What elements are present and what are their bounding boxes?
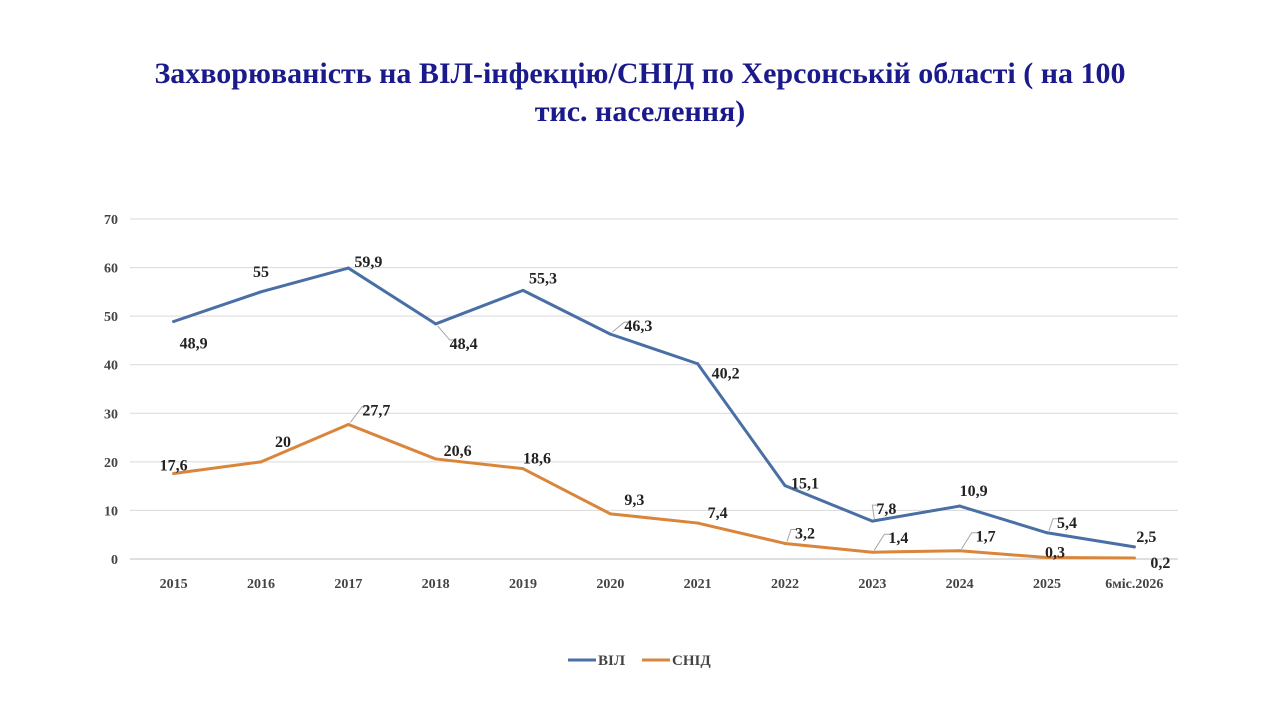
data-label: 55 <box>253 264 269 281</box>
x-tick-label: 2023 <box>858 577 886 592</box>
data-point <box>783 541 787 545</box>
label-leader-line <box>871 504 879 520</box>
y-tick-label: 0 <box>111 553 118 568</box>
x-tick-label: 2024 <box>946 577 974 592</box>
data-point <box>259 460 263 464</box>
data-label: 7,4 <box>708 505 728 522</box>
chart-title-line-2: тис. населення) <box>534 95 746 128</box>
data-label: 5,4 <box>1057 515 1077 532</box>
data-point <box>346 422 350 426</box>
data-label: 20,6 <box>444 443 472 460</box>
y-tick-label: 30 <box>104 407 118 422</box>
x-axis: 2015 2016 2017 2018 2019 2020 2021 2022 2023 2024… <box>160 577 1164 592</box>
data-label: 55,3 <box>529 270 557 287</box>
y-tick-label: 70 <box>104 213 118 228</box>
data-point <box>434 322 438 326</box>
data-label: 20 <box>275 434 291 451</box>
legend-label-snid: СНІД <box>672 653 711 669</box>
data-point <box>783 484 787 488</box>
data-point <box>1045 556 1049 560</box>
data-label: 10,9 <box>960 483 988 500</box>
data-label: 59,9 <box>354 254 382 271</box>
label-leader-line <box>612 321 631 333</box>
label-leader-line <box>786 528 797 542</box>
label-leader-line <box>349 405 369 423</box>
data-point <box>696 521 700 525</box>
data-labels: 48,9 55 59,9 48,4 55,3 46,3 40,2 15,1 7,8 10,9 5,4… <box>160 254 1171 572</box>
chart-title: Захворюваність на ВІЛ-інфекцію/СНІД по Х… <box>0 55 1280 131</box>
data-point <box>521 467 525 471</box>
x-tick-label: 2019 <box>509 577 537 592</box>
chart-title-line-1: Захворюваність на ВІЛ-інфекцію/СНІД по Х… <box>154 57 1126 90</box>
y-tick-label: 10 <box>104 504 118 519</box>
x-tick-label: 2021 <box>684 577 712 592</box>
data-label: 27,7 <box>362 402 390 419</box>
data-label: 1,7 <box>976 529 996 546</box>
y-tick-label: 20 <box>104 456 118 471</box>
y-tick-label: 40 <box>104 359 118 374</box>
data-point <box>870 550 874 554</box>
y-tick-label: 60 <box>104 262 118 277</box>
x-tick-label: 2015 <box>160 577 188 592</box>
y-tick-label: 50 <box>104 310 118 325</box>
x-tick-label: 2020 <box>596 577 624 592</box>
series-line-vil <box>172 266 1136 549</box>
data-point <box>870 519 874 523</box>
data-point <box>958 549 962 553</box>
legend: ВІЛ СНІД <box>568 653 711 669</box>
data-label: 46,3 <box>624 318 652 335</box>
data-label: 1,4 <box>888 530 908 547</box>
data-point <box>1045 531 1049 535</box>
data-label: 17,6 <box>160 458 188 475</box>
data-point <box>259 290 263 294</box>
data-label: 15,1 <box>791 476 819 493</box>
data-label: 2,5 <box>1136 529 1156 546</box>
series-line-snid <box>172 422 1136 560</box>
legend-label-vil: ВІЛ <box>598 653 625 669</box>
x-tick-label: 2017 <box>334 577 362 592</box>
x-tick-label: 2022 <box>771 577 799 592</box>
data-label: 18,6 <box>523 451 551 468</box>
data-point <box>346 266 350 270</box>
x-tick-label: 2018 <box>422 577 450 592</box>
data-point <box>434 457 438 461</box>
label-leader-line <box>1048 518 1059 531</box>
label-leader-line <box>437 325 456 341</box>
data-point <box>1132 545 1136 549</box>
data-label: 7,8 <box>876 501 896 518</box>
data-label: 3,2 <box>795 525 815 542</box>
data-point <box>958 504 962 508</box>
series-group <box>172 266 1136 560</box>
data-point <box>172 472 176 476</box>
data-label: 48,4 <box>450 336 478 353</box>
x-tick-label: 2016 <box>247 577 275 592</box>
y-axis: 0 10 20 30 40 50 60 70 <box>104 213 118 568</box>
label-leader-line <box>873 533 891 551</box>
data-label: 40,2 <box>712 366 740 383</box>
data-label: 0,3 <box>1045 545 1065 562</box>
grid-lines <box>130 218 1178 560</box>
data-point <box>608 332 612 336</box>
data-point <box>1132 556 1136 560</box>
x-tick-label: 6міс.2026 <box>1105 577 1163 592</box>
data-point <box>608 512 612 516</box>
data-label: 0,2 <box>1150 555 1170 572</box>
data-point <box>172 319 176 323</box>
x-tick-label: 2025 <box>1033 577 1061 592</box>
label-leader-line <box>961 532 978 550</box>
data-label: 9,3 <box>624 492 644 509</box>
data-point <box>521 288 525 292</box>
data-point <box>696 362 700 366</box>
data-label: 48,9 <box>180 335 208 352</box>
